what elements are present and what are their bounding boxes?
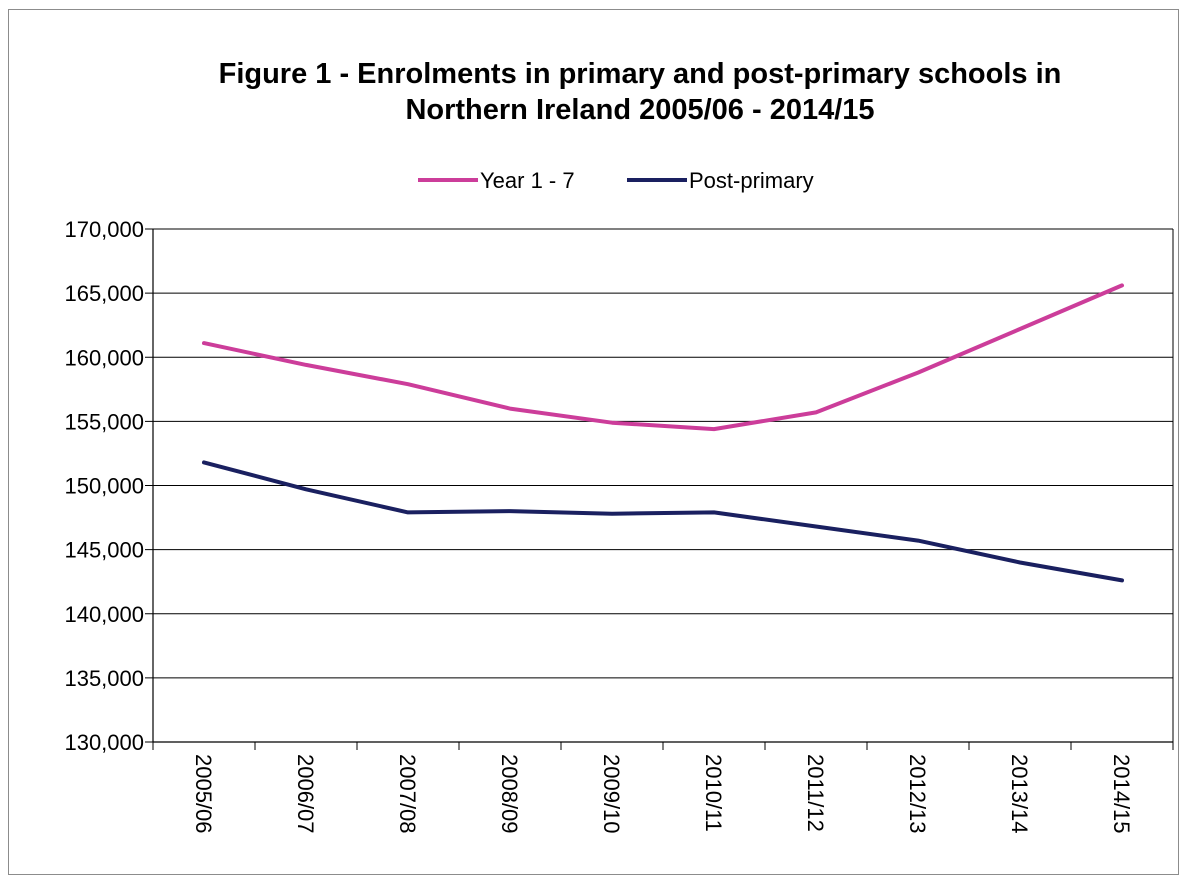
x-tick-label: 2007/08 xyxy=(395,754,420,834)
y-tick-label: 155,000 xyxy=(64,409,144,434)
y-tick-label: 140,000 xyxy=(64,602,144,627)
chart-title-line-1: Figure 1 - Enrolments in primary and pos… xyxy=(219,58,1062,90)
y-tick-label: 150,000 xyxy=(64,474,144,499)
x-tick-label: 2010/11 xyxy=(701,754,726,832)
x-tick-label: 2013/14 xyxy=(1007,754,1032,834)
y-axis-ticks: 130,000 135,000 140,000 145,000 150,000 155,0… xyxy=(64,217,153,755)
y-tick-label: 165,000 xyxy=(64,281,144,306)
x-tick-label: 2009/10 xyxy=(599,754,624,834)
x-tick-label: 2011/12 xyxy=(803,754,828,832)
x-tick-label: 2012/13 xyxy=(905,754,930,834)
x-tick-label: 2006/07 xyxy=(293,754,318,834)
series-lines xyxy=(202,283,1124,583)
y-tick-label: 135,000 xyxy=(64,666,144,691)
legend-label-1: Year 1 - 7 xyxy=(480,168,575,193)
x-tick-label: 2008/09 xyxy=(497,754,522,834)
y-tick-label: 130,000 xyxy=(64,730,144,755)
x-tick-label: 2005/06 xyxy=(191,754,216,834)
y-tick-label: 170,000 xyxy=(64,217,144,242)
x-tick-label: 2014/15 xyxy=(1109,754,1134,834)
legend-label-2: Post-primary xyxy=(689,168,814,193)
series-line-2 xyxy=(202,460,1124,583)
series-line-1 xyxy=(202,283,1124,432)
x-axis-ticks: 2005/06 2006/07 2007/08 2008/09 2009/10 2010/… xyxy=(152,742,1174,834)
gridlines xyxy=(153,228,1173,743)
chart-frame xyxy=(8,9,1179,875)
y-tick-label: 160,000 xyxy=(64,345,144,370)
chart-title-line-2: Northern Ireland 2005/06 - 2014/15 xyxy=(405,94,874,126)
y-tick-label: 145,000 xyxy=(64,538,144,563)
legend: Year 1 - 7 Post-primary xyxy=(418,168,814,193)
